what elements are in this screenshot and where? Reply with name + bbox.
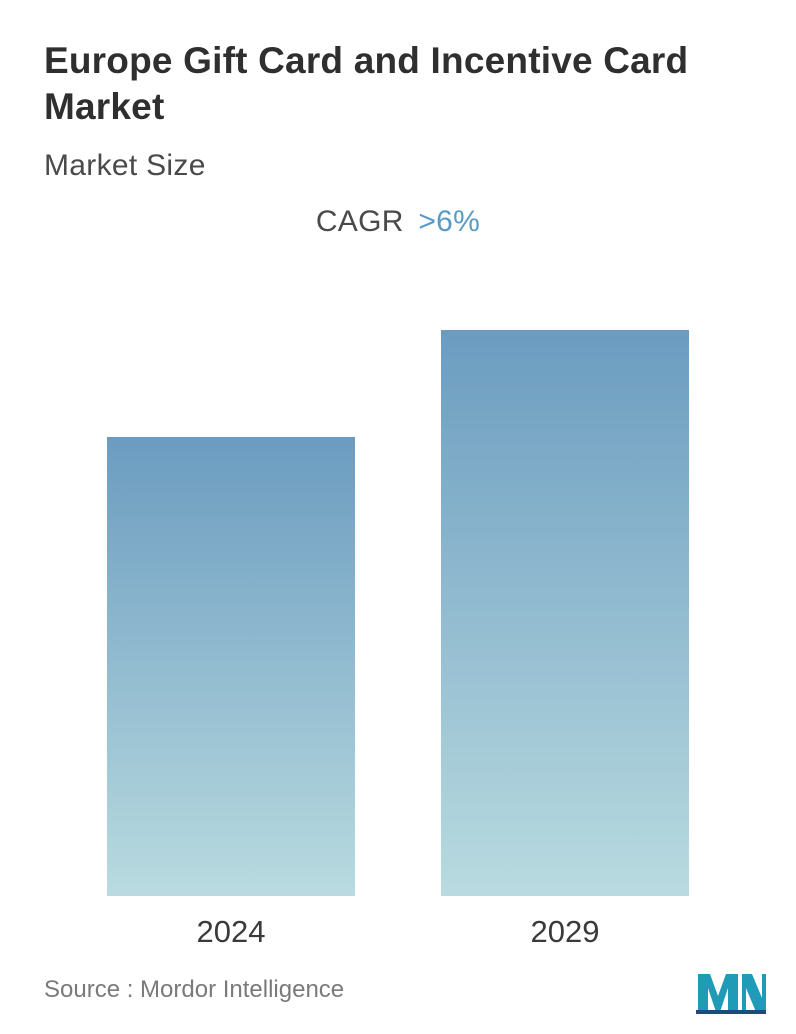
bar-label-2029: 2029 [531, 914, 600, 950]
bars-container: 2024 2029 [44, 330, 752, 950]
bar-label-2024: 2024 [197, 914, 266, 950]
chart-subtitle: Market Size [44, 149, 752, 183]
mn-logo-icon [696, 966, 766, 1014]
chart-area: 2024 2029 [44, 259, 752, 1005]
source-text: Source : Mordor Intelligence [44, 976, 344, 1004]
bar-2024 [107, 437, 355, 896]
chart-card: Europe Gift Card and Incentive Card Mark… [0, 0, 796, 1034]
cagr-label: CAGR [316, 205, 404, 238]
bar-col-2024: 2024 [107, 330, 355, 950]
chart-title: Europe Gift Card and Incentive Card Mark… [44, 38, 752, 131]
cagr-value: >6% [418, 205, 480, 238]
footer: Source : Mordor Intelligence [44, 966, 766, 1014]
cagr-row: CAGR >6% [44, 205, 752, 239]
bar-col-2029: 2029 [441, 330, 689, 950]
bar-2029 [441, 330, 689, 896]
